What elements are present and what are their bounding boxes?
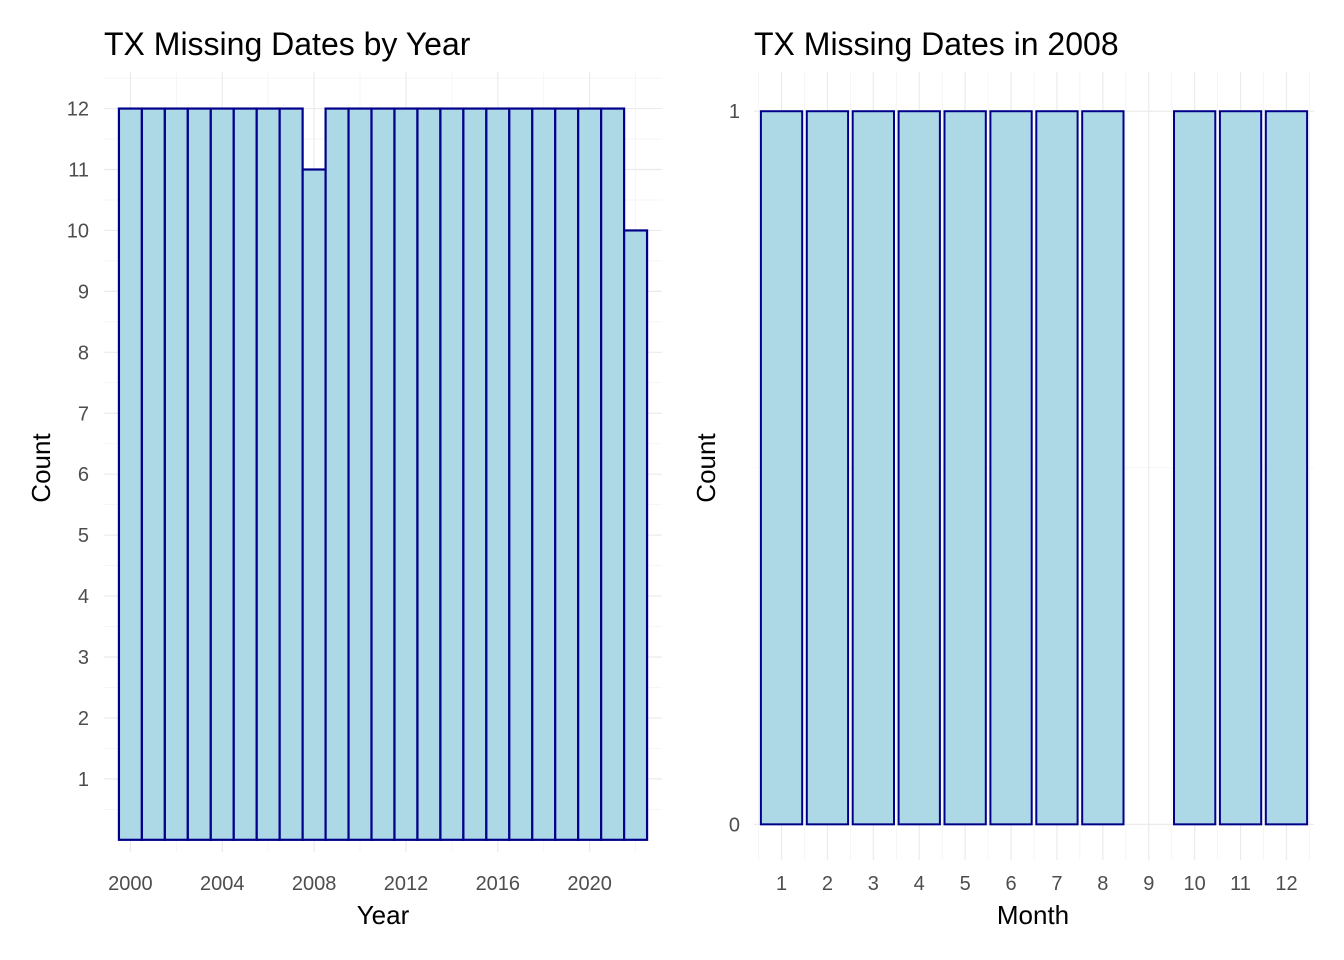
bar-2003 xyxy=(186,107,212,841)
bar-2021 xyxy=(600,107,626,841)
chart-panel-by-year: TX Missing Dates by Year 123456789101112… xyxy=(26,26,662,930)
bar-month-10 xyxy=(1173,110,1217,826)
x-tick-label: 2020 xyxy=(567,873,612,895)
x-tick-label: 2008 xyxy=(292,873,337,895)
y-tick-label: 12 xyxy=(67,99,89,121)
x-axis-title: Year xyxy=(357,900,410,930)
x-tick-label: 10 xyxy=(1184,873,1206,895)
bar-month-5 xyxy=(943,110,987,826)
bar-month-3 xyxy=(851,110,896,826)
x-tick-label: 7 xyxy=(1051,873,1062,895)
bars xyxy=(759,110,1309,826)
y-tick-label: 1 xyxy=(78,769,89,791)
x-tick-label: 8 xyxy=(1097,873,1108,895)
y-tick-label: 9 xyxy=(78,281,89,303)
bar-2005 xyxy=(232,107,258,841)
bar-month-7 xyxy=(1035,110,1079,826)
bar-month-8 xyxy=(1081,110,1125,826)
chart-title: TX Missing Dates in 2008 xyxy=(754,26,1119,62)
bar-2004 xyxy=(209,107,235,841)
y-axis-title: Count xyxy=(26,433,56,503)
x-tick-label: 2016 xyxy=(476,873,521,895)
x-tick-label: 3 xyxy=(868,873,879,895)
bar-month-6 xyxy=(989,110,1033,826)
bar-month-2 xyxy=(805,110,850,826)
bar-month-12 xyxy=(1264,110,1309,826)
bar-2010 xyxy=(347,107,373,841)
bar-2009 xyxy=(324,107,350,841)
x-tick-label: 6 xyxy=(1005,873,1016,895)
y-tick-label: 11 xyxy=(68,160,89,182)
x-tick-label: 11 xyxy=(1230,873,1251,895)
bar-2011 xyxy=(370,107,396,841)
x-tick-label: 9 xyxy=(1143,873,1154,895)
bar-2000 xyxy=(117,107,143,841)
bar-2016 xyxy=(485,107,511,841)
bar-2008 xyxy=(301,168,327,841)
y-tick-label: 7 xyxy=(78,403,89,425)
bar-2012 xyxy=(393,107,419,841)
y-tick-label: 10 xyxy=(67,220,89,242)
bars xyxy=(117,107,649,841)
y-tick-label: 6 xyxy=(78,464,89,486)
x-tick-labels: 2000 2004 2008 2012 2016 2020 xyxy=(108,873,612,895)
bar-2007 xyxy=(278,107,304,841)
x-tick-label: 2 xyxy=(822,873,833,895)
bar-2015 xyxy=(462,107,488,841)
bar-2002 xyxy=(163,107,189,841)
x-tick-label: 12 xyxy=(1275,873,1297,895)
bar-2019 xyxy=(554,107,580,841)
bar-2006 xyxy=(255,107,281,841)
bar-2018 xyxy=(531,107,557,841)
y-tick-label: 3 xyxy=(78,647,89,669)
bar-2017 xyxy=(508,107,534,841)
y-tick-label: 4 xyxy=(78,586,89,608)
bar-month-1 xyxy=(759,110,804,826)
x-tick-label: 2004 xyxy=(200,873,245,895)
y-tick-label: 0 xyxy=(729,814,740,836)
bar-2001 xyxy=(140,107,166,841)
bar-2020 xyxy=(577,107,603,841)
x-tick-label: 2012 xyxy=(384,873,429,895)
x-tick-labels: 1 2 3 4 5 6 7 8 9 10 11 12 xyxy=(776,873,1298,895)
bar-month-11 xyxy=(1218,110,1263,826)
x-axis-title: Month xyxy=(997,900,1069,930)
y-tick-label: 5 xyxy=(78,525,89,547)
x-tick-label: 4 xyxy=(914,873,925,895)
x-tick-label: 5 xyxy=(960,873,971,895)
bar-2013 xyxy=(416,107,442,841)
bar-2014 xyxy=(439,107,465,841)
y-axis-title: Count xyxy=(691,433,721,503)
y-tick-label: 8 xyxy=(78,342,89,364)
chart-panel-by-month: TX Missing Dates in 2008 01 1 2 3 4 5 6 7 8 9 10 1… xyxy=(691,26,1314,930)
bar-2022 xyxy=(623,229,649,841)
chart-title: TX Missing Dates by Year xyxy=(104,26,471,62)
y-tick-labels: 01 xyxy=(729,101,740,836)
y-tick-label: 2 xyxy=(78,708,89,730)
bar-month-4 xyxy=(897,110,941,826)
y-tick-label: 1 xyxy=(729,101,740,123)
x-tick-label: 1 xyxy=(776,873,787,895)
x-tick-label: 2000 xyxy=(108,873,153,895)
